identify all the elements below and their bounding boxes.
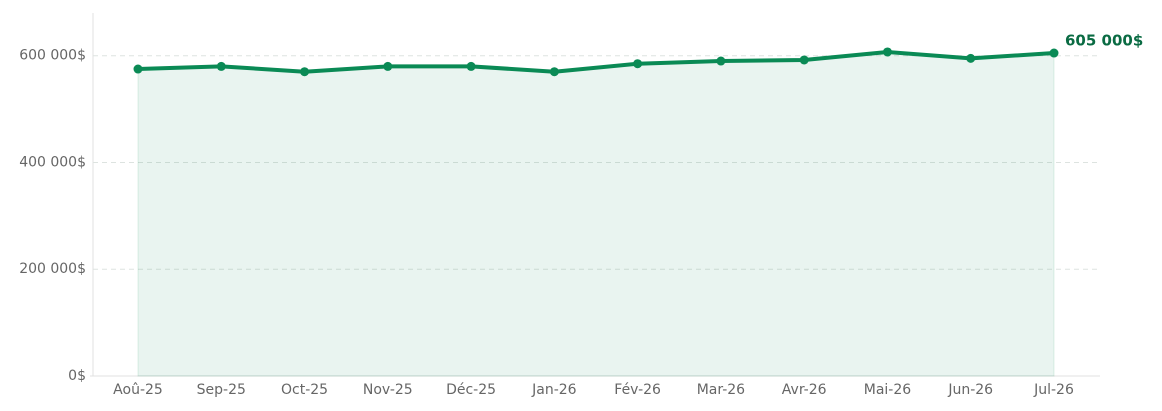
point (466, 61, 476, 71)
x-tick-label: Jul-26 (1033, 382, 1074, 398)
x-tick-label: Sep-25 (197, 382, 246, 398)
x-tick-label: Oct-25 (281, 382, 328, 398)
x-tick-label: Nov-25 (363, 382, 413, 398)
x-tick-label: Mar-26 (697, 382, 745, 398)
point (133, 64, 143, 74)
x-tick-label: Aoû-25 (113, 382, 163, 398)
point (383, 61, 393, 71)
point (1049, 48, 1059, 58)
x-tick-label: Fév-26 (614, 382, 661, 398)
x-tick-label: Avr-26 (782, 382, 827, 398)
x-tick-label: Jan-26 (531, 382, 577, 398)
point (216, 61, 226, 71)
x-tick-label: Mai-26 (864, 382, 912, 398)
value-label: 605 000$ (1065, 32, 1143, 50)
point (966, 53, 976, 63)
area (137, 51, 1055, 377)
point (300, 67, 310, 77)
point (799, 55, 809, 65)
x-tick-label: Jun-26 (947, 382, 993, 398)
y-tick-label: 400 000$ (19, 154, 86, 170)
y-tick-label: 0$ (68, 368, 86, 384)
point (716, 56, 726, 66)
line (137, 49, 1055, 74)
point (549, 67, 559, 77)
point (633, 59, 643, 69)
y-tick-label: 600 000$ (19, 48, 86, 64)
y-tick-label: 200 000$ (19, 261, 86, 277)
x-tick-label: Déc-25 (446, 382, 496, 398)
point (882, 47, 892, 57)
